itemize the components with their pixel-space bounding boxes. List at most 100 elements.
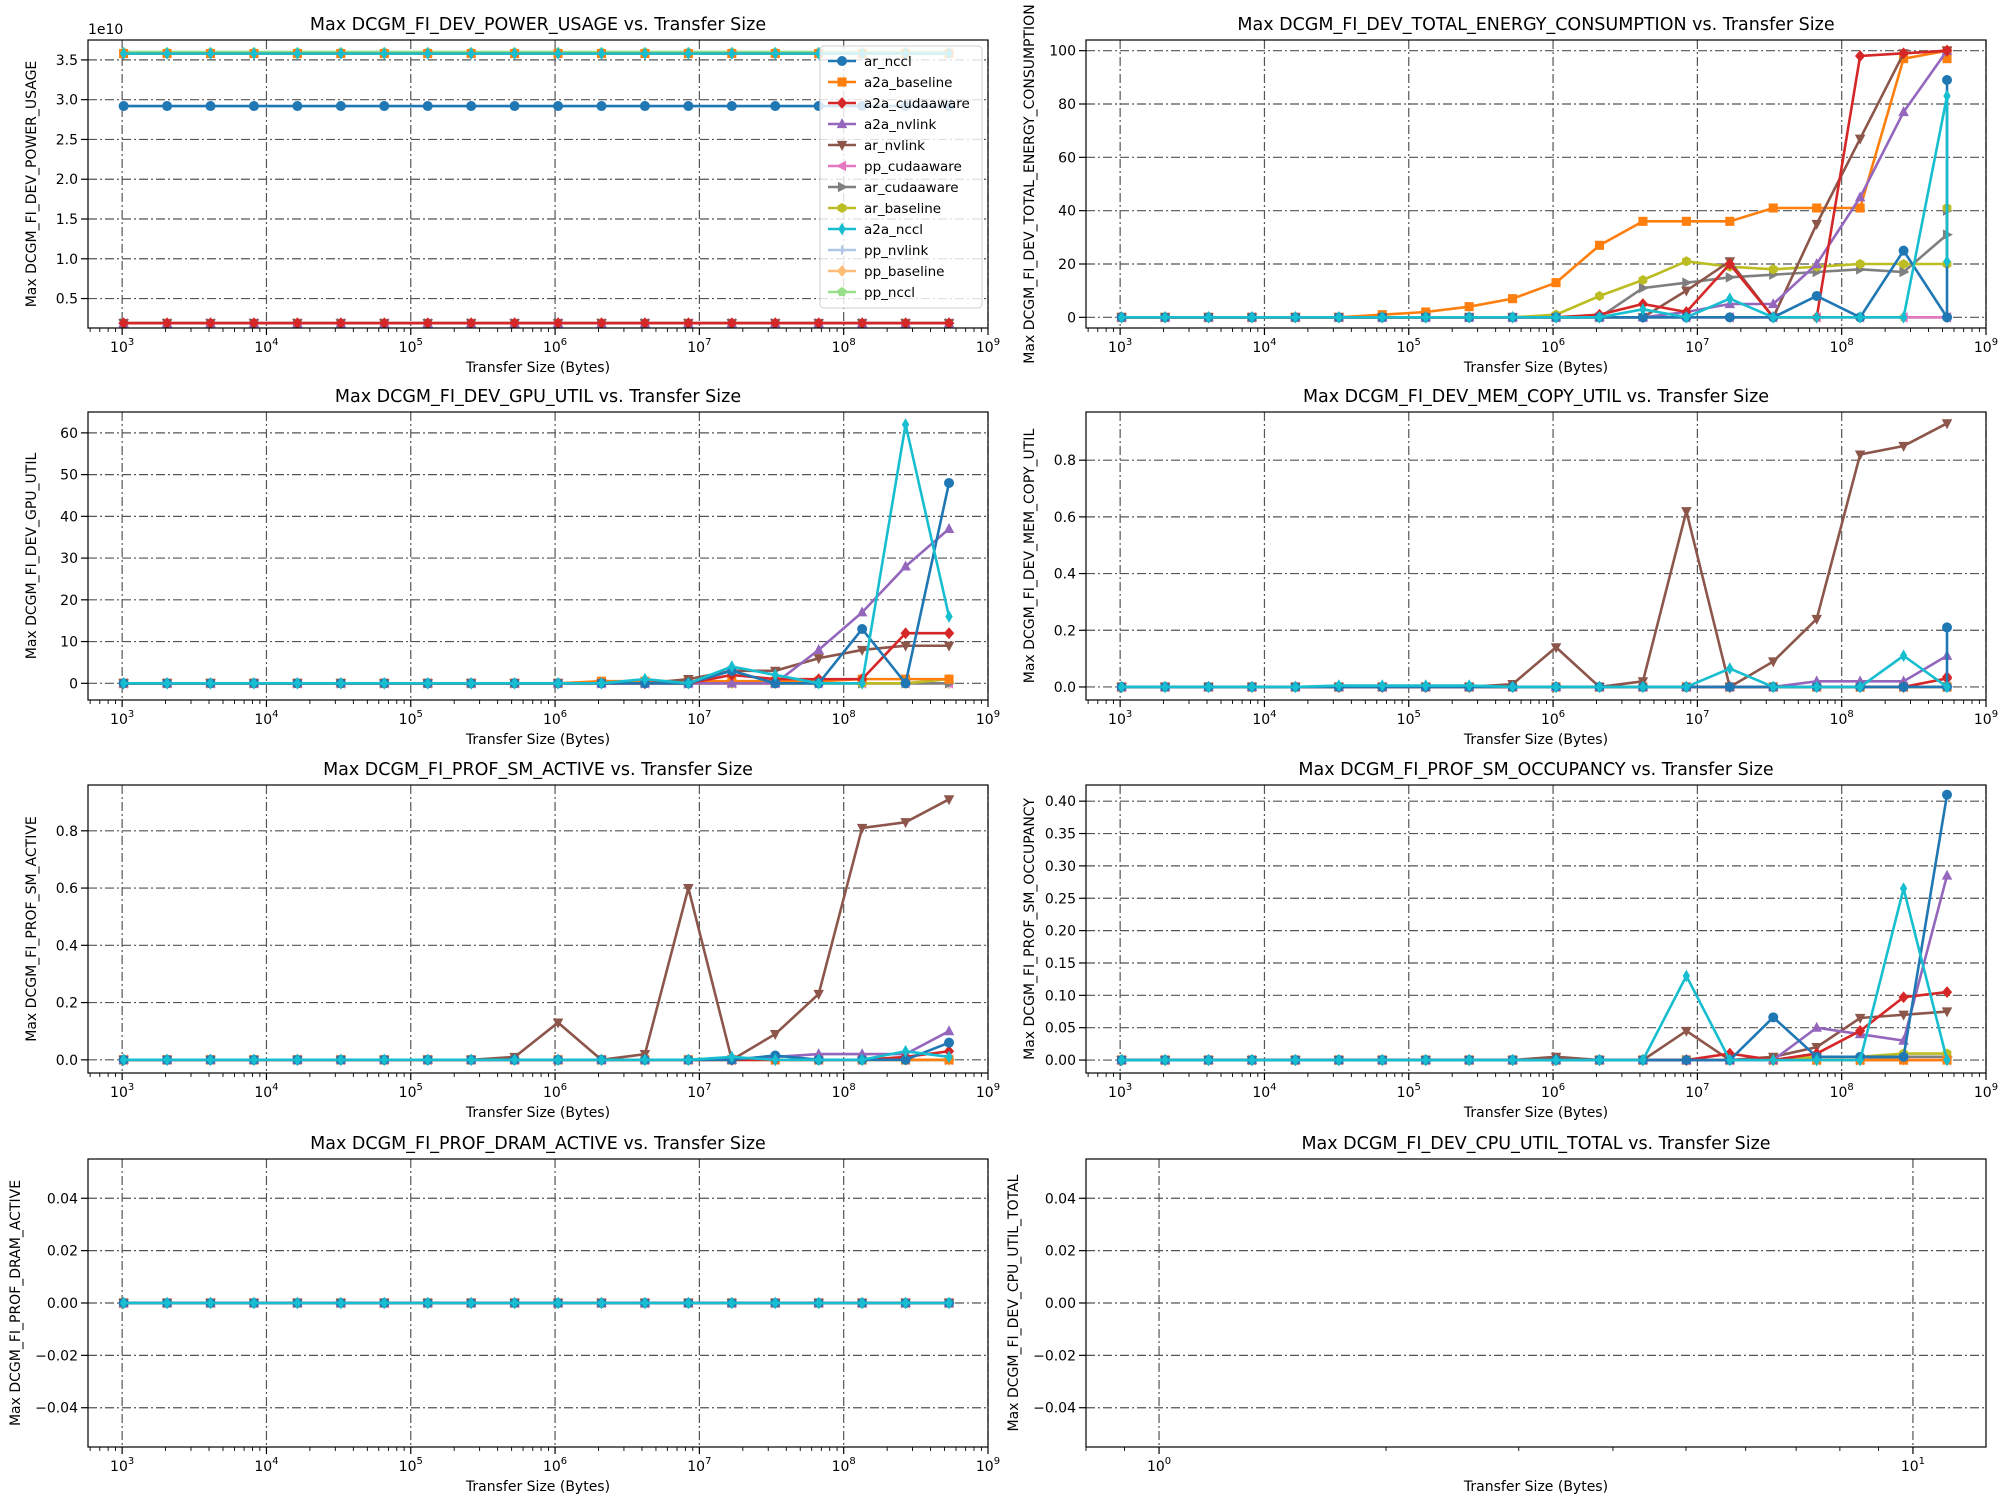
data-point xyxy=(1552,1053,1560,1067)
data-point xyxy=(1508,680,1517,694)
data-point xyxy=(206,676,215,690)
data-point xyxy=(1117,1053,1126,1067)
x-tick-label: 106 xyxy=(543,1456,567,1475)
data-point xyxy=(683,317,694,328)
y-tick-label: 0 xyxy=(69,676,78,692)
legend: ar_nccl a2a_baseline a2a_cudaaware a2a_nvli… xyxy=(819,45,983,309)
y-tick-label: 0.35 xyxy=(1045,827,1076,843)
series-line-ar_nvlink xyxy=(123,644,950,685)
data-point xyxy=(857,624,868,635)
data-point xyxy=(1552,680,1560,694)
data-point xyxy=(683,883,694,894)
data-point xyxy=(1854,191,1866,202)
y-tick-label: 0.4 xyxy=(1054,567,1076,583)
data-point xyxy=(1248,680,1256,694)
data-point xyxy=(1768,1012,1779,1023)
data-point xyxy=(292,317,303,328)
data-point xyxy=(1682,680,1691,694)
y-axis-label: Max DCGM_FI_DEV_TOTAL_ENERGY_CONSUMPTION xyxy=(1022,4,1038,363)
data-point xyxy=(1898,441,1909,452)
data-point xyxy=(1552,311,1560,324)
data-point xyxy=(337,676,345,690)
y-tick-label: 0.02 xyxy=(47,1244,78,1260)
data-point xyxy=(161,317,173,328)
data-point xyxy=(1811,290,1822,301)
data-point xyxy=(901,1296,910,1310)
data-point xyxy=(900,627,911,640)
data-point xyxy=(119,676,128,690)
x-tick-label: 104 xyxy=(254,709,278,728)
data-point xyxy=(119,47,128,60)
grid xyxy=(1086,40,1987,328)
chart-title: Max DCGM_FI_PROF_SM_OCCUPANCY vs. Transf… xyxy=(1298,760,1773,780)
subplot-5: 103 104 105 106 107 108 109 0.0 0.2 0.4 0.6 0.8 Max … xyxy=(24,760,1000,1121)
data-point xyxy=(858,1053,866,1067)
data-point xyxy=(728,660,736,673)
data-point xyxy=(1768,203,1778,213)
plot-area xyxy=(117,418,955,690)
x-axis-label: Transfer Size (Bytes) xyxy=(1463,1105,1608,1121)
data-point xyxy=(901,418,910,431)
data-point xyxy=(1813,680,1821,694)
data-point xyxy=(292,101,303,112)
data-point xyxy=(1422,1053,1430,1067)
series-line-ar_nvlink xyxy=(123,798,950,1062)
legend-label-ar_baseline: ar_baseline xyxy=(864,201,941,217)
x-axis-label: Transfer Size (Bytes) xyxy=(1463,360,1608,376)
data-point xyxy=(552,1018,564,1029)
data-point xyxy=(1813,311,1821,324)
y-tick-label: 3.5 xyxy=(56,53,78,69)
x-tick-label: 108 xyxy=(832,1456,856,1475)
data-point xyxy=(815,676,823,690)
data-point xyxy=(424,1296,432,1310)
data-point xyxy=(379,101,390,112)
data-point xyxy=(1898,47,1909,60)
data-point xyxy=(770,101,781,112)
data-point xyxy=(118,317,129,328)
data-point xyxy=(943,641,955,652)
legend-marker-a2a_nccl xyxy=(838,222,846,236)
y-tick-label: 0.5 xyxy=(56,292,78,308)
x-tick-label: 107 xyxy=(1685,337,1709,356)
data-point xyxy=(380,1053,388,1067)
y-tick-label: 0.4 xyxy=(56,938,78,954)
y-tick-label: 0 xyxy=(1067,310,1076,326)
data-point xyxy=(1855,203,1865,213)
data-point xyxy=(813,654,824,665)
data-point xyxy=(813,317,824,328)
x-tick-label: 103 xyxy=(110,1456,134,1475)
y-tick-label: 40 xyxy=(1058,204,1076,220)
data-point xyxy=(597,676,606,690)
data-point xyxy=(856,645,868,656)
legend-label-pp_baseline: pp_baseline xyxy=(864,264,944,280)
x-axis: 103 104 105 106 107 108 109 xyxy=(89,700,1000,728)
data-point xyxy=(639,317,651,328)
x-tick-label: 109 xyxy=(976,337,1000,356)
data-point xyxy=(293,676,302,690)
data-point xyxy=(726,101,737,112)
data-point xyxy=(813,989,824,1000)
data-point xyxy=(1639,680,1647,694)
y-axis: 0 20 40 60 80 100 xyxy=(1049,44,1086,326)
data-point xyxy=(1898,106,1909,117)
data-point xyxy=(380,676,388,690)
legend-marker-ar_baseline xyxy=(837,202,847,214)
data-point xyxy=(728,1296,736,1310)
data-point xyxy=(554,47,562,60)
data-point xyxy=(1595,311,1604,324)
data-point xyxy=(380,47,388,60)
data-point xyxy=(858,676,866,690)
series-line-a2a_cudaaware xyxy=(1121,990,1948,1062)
data-point xyxy=(1422,311,1430,324)
data-point xyxy=(1769,1053,1777,1067)
data-point xyxy=(1682,277,1693,288)
legend-marker-ar_nccl xyxy=(837,56,848,67)
legend-marker-a2a_nvlink xyxy=(836,118,848,129)
data-point xyxy=(1942,75,1953,86)
plot-area xyxy=(1115,789,1953,1067)
data-point xyxy=(467,1053,475,1067)
axes-frame xyxy=(1085,39,1987,329)
data-point xyxy=(1465,679,1473,692)
data-point xyxy=(813,643,824,654)
data-point xyxy=(205,317,216,328)
